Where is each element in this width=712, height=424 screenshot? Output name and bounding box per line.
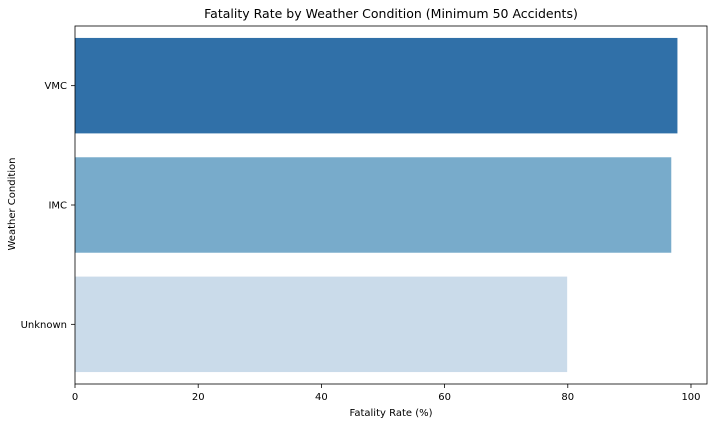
x-tick-label: 0 [72,392,78,403]
bars-group [75,37,678,373]
x-axis-label: Fatality Rate (%) [350,408,433,419]
x-tick-label: 20 [192,392,205,403]
x-tick-label: 40 [315,392,328,403]
y-axis-label: Weather Condition [7,157,18,250]
bar-imc [75,157,672,253]
y-tick-label: VMC [45,81,67,92]
x-tick-label: 60 [438,392,451,403]
axes-group: VMC IMC Unknown 0 20 40 60 80 100 [21,25,708,403]
plot-frame [74,25,708,385]
y-tick-label: Unknown [21,320,67,331]
x-tick-label: 100 [681,392,700,403]
bar-vmc [75,37,678,134]
chart-title: Fatality Rate by Weather Condition (Mini… [204,6,578,21]
y-tick-label: IMC [48,201,67,212]
x-tick-label: 80 [561,392,574,403]
bar-unknown [75,276,568,373]
